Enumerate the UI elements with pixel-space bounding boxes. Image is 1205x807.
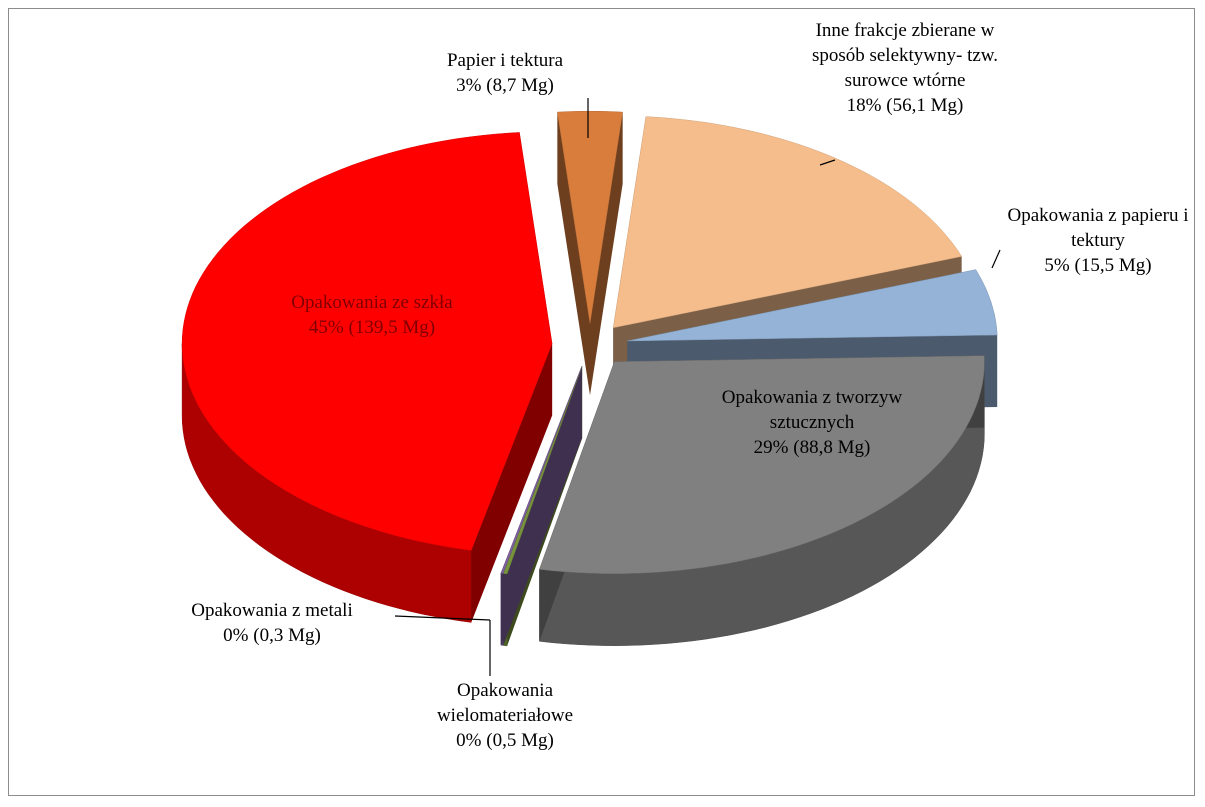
slice-cut <box>500 366 582 646</box>
value-label: 45% (139,5 Mg) <box>308 317 436 338</box>
slice <box>181 132 553 551</box>
slice <box>557 110 623 324</box>
slice <box>503 366 583 575</box>
slice-cut <box>557 112 590 396</box>
data-label: Opakowania ze szkła 45% (139,5 Mg) <box>242 290 502 340</box>
value-label: 3% (8,7 Mg) <box>456 75 554 96</box>
data-label: Inne frakcje zbierane w sposób selektywn… <box>790 18 1020 118</box>
leader-line <box>819 159 836 166</box>
category-label: Opakowania wielomateriałowe <box>436 680 574 726</box>
slice-cut <box>471 343 553 623</box>
data-label: Opakowania z tworzyw sztucznych 29% (88,8… <box>702 385 922 460</box>
category-label: Papier i tektura <box>446 50 564 71</box>
slice <box>539 355 985 574</box>
top-faces <box>181 110 998 575</box>
leader-line <box>394 615 491 621</box>
leader-line <box>991 249 1001 269</box>
category-label: Opakowania z metali <box>191 600 353 621</box>
value-label: 5% (15,5 Mg) <box>1044 255 1152 276</box>
category-label: Opakowania z tworzyw sztucznych <box>721 387 903 433</box>
value-label: 0% (0,5 Mg) <box>456 730 554 751</box>
slice <box>627 269 998 342</box>
slice-cut <box>590 112 623 396</box>
data-label: Opakowania wielomateriałowe 0% (0,5 Mg) <box>395 678 615 753</box>
data-label: Opakowania z papieru i tektury 5% (15,5 M… <box>1003 203 1193 278</box>
value-label: 29% (88,8 Mg) <box>753 437 871 458</box>
value-label: 18% (56,1 Mg) <box>846 95 964 116</box>
category-label: Inne frakcje zbierane w sposób selektywn… <box>811 20 999 91</box>
category-label: Opakowania ze szkła <box>291 292 453 313</box>
slice <box>500 366 583 574</box>
value-label: 0% (0,3 Mg) <box>223 625 321 646</box>
category-label: Opakowania z papieru i tektury <box>1007 205 1189 251</box>
slice <box>612 116 963 329</box>
data-label: Opakowania z metali 0% (0,3 Mg) <box>152 598 392 648</box>
chart-frame <box>8 8 1195 796</box>
data-label: Papier i tektura 3% (8,7 Mg) <box>405 48 605 98</box>
